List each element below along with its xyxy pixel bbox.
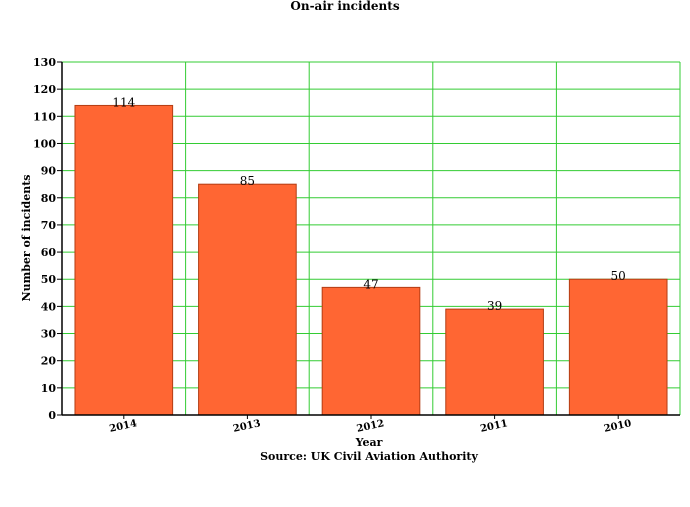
x-tick-label-2013: 2013 bbox=[232, 418, 262, 435]
y-axis-label: Number of incidents bbox=[20, 175, 33, 302]
y-tick-label: 30 bbox=[41, 328, 57, 341]
bar-2011 bbox=[445, 308, 544, 416]
data-label-2012: 47 bbox=[363, 277, 378, 291]
chart-title: On-air incidents bbox=[290, 0, 399, 13]
y-tick-label: 20 bbox=[41, 355, 57, 368]
y-tick-label: 120 bbox=[33, 83, 56, 96]
bar-2012 bbox=[321, 286, 421, 416]
data-label-2014: 114 bbox=[112, 95, 135, 109]
y-tick-label: 0 bbox=[48, 409, 56, 422]
bar-2014 bbox=[74, 104, 174, 416]
data-labels: 114 85 47 39 50 bbox=[112, 95, 625, 313]
x-axis-ticks: 2014 2013 2012 2011 2010 bbox=[109, 415, 633, 435]
y-tick-label: 10 bbox=[41, 382, 57, 395]
data-label-2011: 39 bbox=[487, 299, 502, 313]
y-tick-label: 100 bbox=[33, 137, 56, 150]
y-tick-label: 90 bbox=[41, 165, 57, 178]
y-tick-label: 80 bbox=[41, 192, 57, 205]
x-tick-label-2012: 2012 bbox=[356, 418, 386, 435]
y-tick-label: 60 bbox=[41, 246, 57, 259]
y-tick-label: 110 bbox=[33, 110, 56, 123]
x-tick-label-2014: 2014 bbox=[109, 418, 139, 435]
y-axis-ticks: 0 10 20 30 40 50 60 70 80 90 100 110 120 130 bbox=[33, 56, 62, 422]
data-label-2013: 85 bbox=[240, 174, 255, 188]
x-axis-label: Year bbox=[355, 436, 383, 449]
x-tick-label-2010: 2010 bbox=[603, 418, 633, 435]
source-note: Source: UK Civil Aviation Authority bbox=[260, 450, 478, 463]
bar-2013 bbox=[198, 183, 297, 416]
y-tick-label: 130 bbox=[33, 56, 56, 69]
y-tick-label: 70 bbox=[41, 219, 57, 232]
y-tick-label: 40 bbox=[41, 300, 57, 313]
bars bbox=[74, 104, 668, 416]
x-tick-label-2011: 2011 bbox=[479, 418, 509, 435]
data-label-2010: 50 bbox=[611, 269, 626, 283]
y-tick-label: 50 bbox=[41, 273, 57, 286]
bar-2010 bbox=[568, 278, 668, 416]
